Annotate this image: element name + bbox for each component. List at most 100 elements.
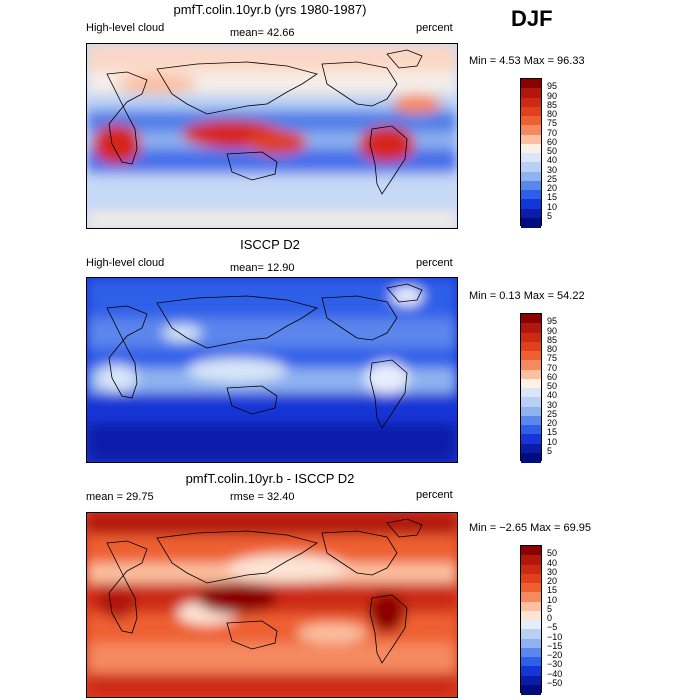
- colorbar-segment: [521, 180, 541, 191]
- panel-units-diff: percent: [416, 489, 453, 501]
- colorbar-segment: [521, 162, 541, 172]
- colorbar-tick-label: 5: [547, 603, 553, 614]
- colorbar-tick-label: 80: [547, 109, 558, 119]
- colorbar-segment: [521, 415, 541, 426]
- colorbar-tick-label: 15: [547, 585, 558, 596]
- colorbar-tick-label: 40: [547, 155, 558, 166]
- colorbar-tick-label: 20: [547, 576, 558, 586]
- map-model: [86, 43, 458, 229]
- colorbar-segment: [521, 452, 541, 463]
- colorbar-segment: [521, 106, 541, 117]
- colorbar-tick-label: 40: [547, 390, 558, 401]
- colorbar-segment: [521, 675, 541, 686]
- season-label: DJF: [511, 6, 553, 31]
- colorbar-tick-label: 25: [547, 173, 558, 184]
- colorbar-segment: [521, 314, 541, 324]
- panel-minmax-obs: Min = 0.13 Max = 54.22: [469, 290, 585, 302]
- colorbar-tick-label: 0: [547, 613, 553, 623]
- colorbar-tick-label: −5: [547, 622, 558, 633]
- colorbar-tick-label: 60: [547, 371, 558, 382]
- colorbar-tick-label: 95: [547, 81, 558, 92]
- colorbar-tick-label: 30: [547, 164, 558, 175]
- panel-minmax-diff: Min = −2.65 Max = 69.95: [469, 522, 591, 534]
- colorbar-segment: [521, 79, 541, 89]
- colorbar-segment: [521, 190, 541, 200]
- colorbar-tick-label: −50: [547, 677, 563, 688]
- panel-units-model: percent: [416, 22, 453, 34]
- colorbar-segment: [521, 397, 541, 407]
- colorbar-tick-label: −30: [547, 659, 563, 670]
- colorbar-tick-label: 85: [547, 99, 558, 110]
- colorbar-segment: [521, 171, 541, 182]
- colorbar-segment: [521, 573, 541, 584]
- colorbar-tick-label: 50: [547, 548, 558, 559]
- colorbar-segment: [521, 666, 541, 676]
- colorbar-segment: [521, 332, 541, 343]
- colorbar-segment: [521, 601, 541, 612]
- colorbar-segment: [521, 546, 541, 556]
- map-model-field: [87, 44, 457, 228]
- colorbar-segment: [521, 406, 541, 417]
- colorbar-segment: [521, 425, 541, 435]
- colorbar-tick-label: 10: [547, 594, 558, 605]
- colorbar-tick-label: 50: [547, 146, 558, 156]
- colorbar-segment: [521, 153, 541, 163]
- colorbar-tick-label: 95: [547, 316, 558, 327]
- colorbar-tick-label: 30: [547, 566, 558, 577]
- colorbar-segment: [521, 208, 541, 219]
- colorbar-tick-label: 25: [547, 408, 558, 419]
- colorbar-segment: [521, 351, 541, 361]
- colorbar-segment: [521, 323, 541, 333]
- colorbar-tick-label: 5: [547, 210, 553, 221]
- map-obs: [86, 277, 458, 463]
- colorbar-tick-label: 85: [547, 334, 558, 345]
- colorbar-segment: [521, 610, 541, 621]
- panel-rmse-diff: rmse = 32.40: [230, 491, 295, 503]
- colorbar-tick-label: 5: [547, 445, 553, 456]
- colorbar-segment: [521, 638, 541, 649]
- colorbar-segment: [521, 88, 541, 98]
- colorbar-model-scale: [520, 78, 542, 228]
- colorbar-tick-label: 50: [547, 381, 558, 391]
- colorbar-segment: [521, 199, 541, 209]
- colorbar-segment: [521, 217, 541, 228]
- colorbar-tick-label: −20: [547, 650, 563, 660]
- colorbar-segment: [521, 97, 541, 108]
- colorbar-tick-label: 75: [547, 118, 558, 129]
- colorbar-segment: [521, 116, 541, 126]
- colorbar-obs-scale: [520, 313, 542, 463]
- colorbar-segment: [521, 388, 541, 398]
- map-diff-field: [87, 513, 457, 697]
- panel-minmax-model: Min = 4.53 Max = 96.33: [469, 55, 585, 67]
- colorbar-obs: 95 90 85 80 75 70 60 50 40 30 25 20 15 10 5: [520, 313, 580, 463]
- panel-mean-diff: mean = 29.75: [86, 491, 154, 503]
- colorbar-tick-label: −10: [547, 631, 563, 642]
- colorbar-segment: [521, 434, 541, 444]
- colorbar-segment: [521, 629, 541, 639]
- colorbar-segment: [521, 555, 541, 565]
- colorbar-segment: [521, 443, 541, 454]
- panel-title-model: pmfT.colin.10yr.b (yrs 1980-1987): [173, 2, 367, 17]
- colorbar-tick-label: 15: [547, 427, 558, 438]
- colorbar-segment: [521, 143, 541, 154]
- colorbar-segment: [521, 360, 541, 370]
- colorbar-tick-label: 40: [547, 557, 558, 568]
- map-obs-field: [87, 278, 457, 462]
- colorbar-diff-scale: [520, 545, 542, 695]
- colorbar-segment: [521, 592, 541, 602]
- colorbar-segment: [521, 620, 541, 630]
- colorbar-model: 95 90 85 80 75 70 60 50 40 30 25 20 15 10 5: [520, 78, 580, 228]
- colorbar-segment: [521, 684, 541, 695]
- colorbar-segment: [521, 369, 541, 380]
- colorbar-segment: [521, 125, 541, 135]
- panel-left-label-obs: High-level cloud: [86, 257, 165, 269]
- colorbar-tick-label: 30: [547, 399, 558, 410]
- map-diff: [86, 512, 458, 698]
- colorbar-tick-label: 20: [547, 183, 558, 193]
- panel-units-obs: percent: [416, 257, 453, 269]
- colorbar-tick-label: 80: [547, 344, 558, 354]
- colorbar-segment: [521, 378, 541, 389]
- colorbar-segment: [521, 341, 541, 352]
- panel-left-label-model: High-level cloud: [86, 22, 165, 34]
- colorbar-tick-label: 90: [547, 90, 558, 101]
